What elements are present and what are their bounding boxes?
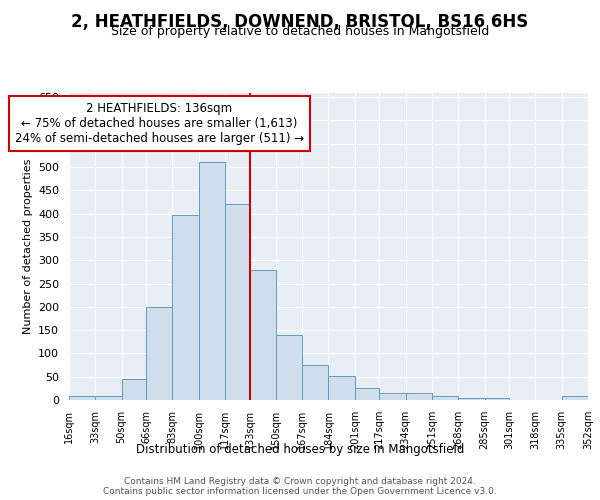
Y-axis label: Number of detached properties: Number of detached properties <box>23 158 32 334</box>
Text: 2, HEATHFIELDS, DOWNEND, BRISTOL, BS16 6HS: 2, HEATHFIELDS, DOWNEND, BRISTOL, BS16 6… <box>71 12 529 30</box>
Bar <box>69 396 95 400</box>
Bar <box>432 396 458 400</box>
Bar <box>302 365 329 400</box>
Bar <box>276 335 302 400</box>
Bar <box>562 396 588 400</box>
Text: Size of property relative to detached houses in Mangotsfield: Size of property relative to detached ho… <box>111 25 489 38</box>
Bar <box>406 393 432 400</box>
Text: Contains HM Land Registry data © Crown copyright and database right 2024.: Contains HM Land Registry data © Crown c… <box>124 478 476 486</box>
Bar <box>379 393 406 400</box>
Bar <box>95 396 122 400</box>
Bar <box>146 307 172 400</box>
Text: 2 HEATHFIELDS: 136sqm
← 75% of detached houses are smaller (1,613)
24% of semi-d: 2 HEATHFIELDS: 136sqm ← 75% of detached … <box>15 102 304 145</box>
Bar <box>225 204 250 400</box>
Bar <box>199 162 225 400</box>
Bar <box>458 398 485 400</box>
Bar <box>250 270 276 400</box>
Text: Contains public sector information licensed under the Open Government Licence v3: Contains public sector information licen… <box>103 488 497 496</box>
Bar <box>122 379 146 400</box>
Bar <box>172 215 199 400</box>
Bar <box>329 376 355 400</box>
Bar <box>485 398 509 400</box>
Bar <box>355 388 379 400</box>
Text: Distribution of detached houses by size in Mangotsfield: Distribution of detached houses by size … <box>136 442 464 456</box>
